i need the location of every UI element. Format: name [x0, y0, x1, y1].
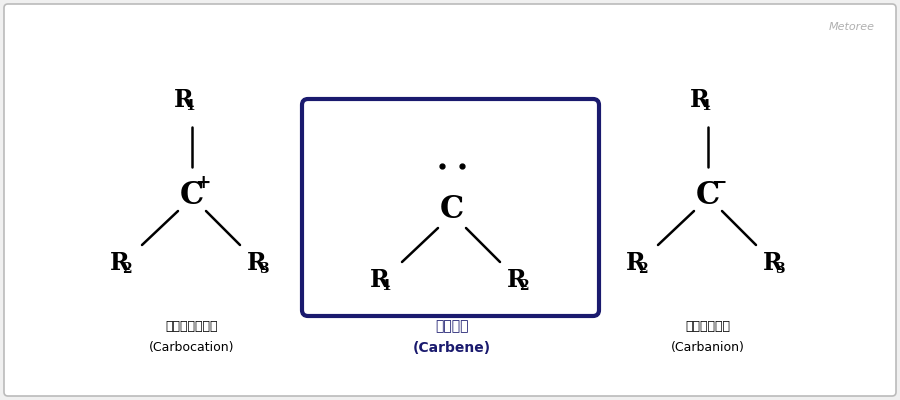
Text: C: C [696, 180, 720, 210]
Text: (Carbene): (Carbene) [413, 341, 491, 355]
Text: 3: 3 [775, 262, 784, 276]
Text: R: R [110, 251, 130, 275]
Text: −: − [713, 174, 728, 192]
Text: 2: 2 [518, 280, 528, 294]
Text: 1: 1 [185, 100, 195, 114]
Text: +: + [196, 174, 211, 192]
Text: カルボカチオン: カルボカチオン [166, 320, 218, 332]
Text: R: R [690, 88, 710, 112]
Text: R: R [175, 88, 194, 112]
Text: カルベン: カルベン [436, 319, 469, 333]
Text: R: R [248, 251, 266, 275]
Text: 1: 1 [702, 100, 711, 114]
Text: 2: 2 [637, 262, 647, 276]
Text: 1: 1 [382, 280, 392, 294]
Text: R: R [508, 268, 526, 292]
Text: C: C [180, 180, 204, 210]
Text: カルバニオン: カルバニオン [686, 320, 731, 332]
FancyBboxPatch shape [302, 99, 599, 316]
Text: R: R [763, 251, 783, 275]
Text: 3: 3 [258, 262, 268, 276]
Text: Metoree: Metoree [829, 22, 875, 32]
Text: 2: 2 [122, 262, 131, 276]
Text: (Carbocation): (Carbocation) [149, 342, 235, 354]
Text: R: R [626, 251, 646, 275]
Text: R: R [370, 268, 390, 292]
Text: C: C [440, 194, 464, 226]
FancyBboxPatch shape [4, 4, 896, 396]
Text: (Carbanion): (Carbanion) [671, 342, 745, 354]
